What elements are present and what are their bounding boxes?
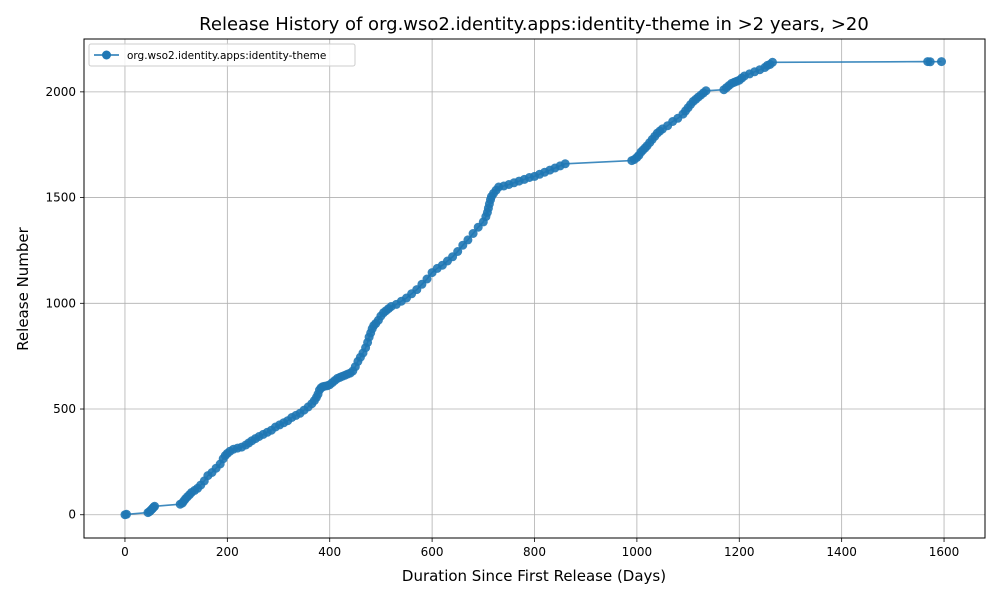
x-tick-label: 1200 [724, 545, 755, 559]
data-point [701, 86, 711, 96]
x-tick-label: 400 [318, 545, 341, 559]
y-tick-label: 2000 [45, 85, 76, 99]
x-tick-label: 1600 [929, 545, 960, 559]
data-point [937, 57, 946, 67]
data-point [468, 229, 478, 238]
y-tick-label: 1000 [45, 296, 76, 310]
grid-lines [84, 39, 985, 538]
legend: org.wso2.identity.apps:identity-theme [88, 43, 356, 67]
x-tick-label: 200 [216, 545, 239, 559]
data-point [463, 235, 473, 245]
legend-dot-marker [102, 50, 111, 60]
data-point [422, 274, 432, 284]
y-axis-title: Release Number [14, 226, 32, 350]
x-tick-label: 600 [421, 545, 444, 559]
series-layer [120, 57, 946, 520]
x-tick-label: 1000 [622, 545, 653, 559]
y-tick-label: 500 [53, 402, 76, 416]
x-tick-label: 1400 [826, 545, 857, 559]
chart-title: Release History of org.wso2.identity.app… [199, 14, 869, 35]
data-point [122, 509, 131, 519]
data-point [768, 57, 777, 67]
legend-label: org.wso2.identity.apps:identity-theme [127, 50, 326, 62]
data-point [560, 159, 570, 169]
data-point [453, 247, 463, 256]
x-tick-label: 0 [121, 545, 129, 559]
data-point [150, 501, 160, 511]
legend-box [88, 43, 356, 67]
x-axis-title: Duration Since First Release (Days) [402, 567, 666, 585]
axis-ticks: 0 200 400 600 800 1000 1200 1400 1600 0 500 1000 150… [45, 85, 959, 559]
x-tick-label: 800 [523, 545, 546, 559]
data-point [925, 57, 935, 67]
y-tick-label: 1500 [45, 191, 76, 205]
y-tick-label: 0 [68, 508, 76, 522]
